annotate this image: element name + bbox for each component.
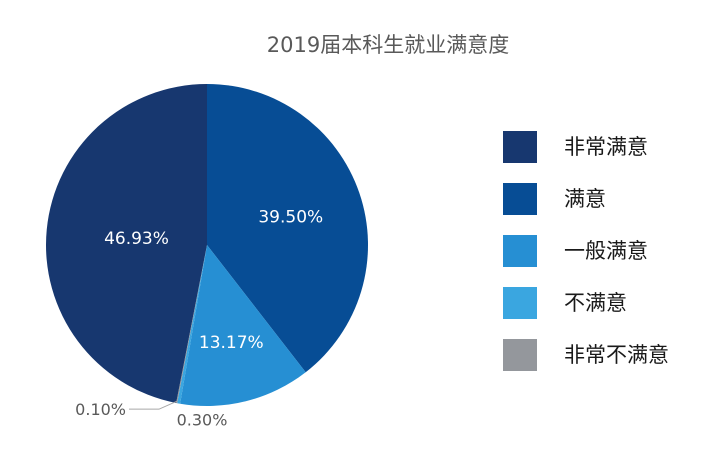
legend-label: 非常不满意 bbox=[564, 343, 669, 367]
legend-label: 非常满意 bbox=[564, 135, 648, 159]
chart-title: 2019届本科生就业满意度 bbox=[267, 33, 509, 57]
leader-lines bbox=[129, 400, 178, 410]
slice-value-label: 13.17% bbox=[199, 333, 264, 353]
leader-line bbox=[129, 400, 178, 410]
slice-value-label: 46.93% bbox=[104, 229, 169, 249]
legend-swatch bbox=[503, 287, 537, 319]
legend-label: 一般满意 bbox=[564, 239, 648, 263]
legend-swatch bbox=[503, 339, 537, 371]
slice-value-label: 0.30% bbox=[177, 410, 228, 429]
pie-slice bbox=[45, 84, 207, 404]
pie-slices bbox=[45, 84, 368, 407]
legend-swatch bbox=[503, 183, 537, 215]
legend-label: 不满意 bbox=[564, 291, 627, 315]
pie-slice bbox=[176, 245, 207, 404]
slice-value-label: 39.50% bbox=[258, 207, 323, 227]
pie-slice bbox=[207, 84, 368, 373]
slice-value-label: 0.10% bbox=[75, 400, 126, 419]
pie-slice bbox=[177, 245, 207, 404]
legend-label: 满意 bbox=[564, 187, 606, 211]
legend-swatch bbox=[503, 235, 537, 267]
legend-swatch bbox=[503, 131, 537, 163]
pie-slice bbox=[180, 245, 306, 407]
slice-labels: 46.93% 39.50% 13.17% 0.30% 0.10% bbox=[75, 207, 323, 429]
